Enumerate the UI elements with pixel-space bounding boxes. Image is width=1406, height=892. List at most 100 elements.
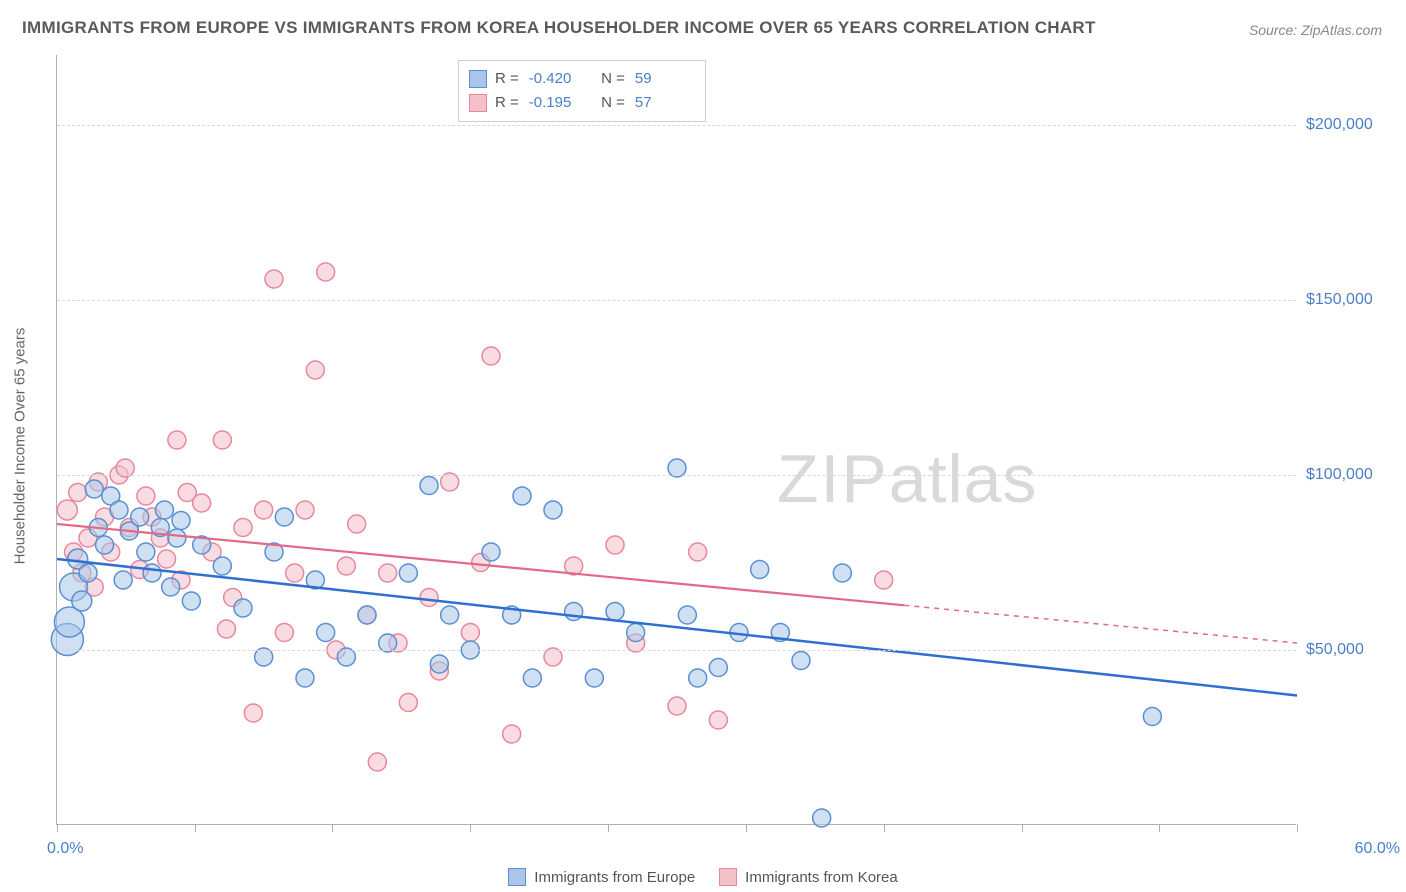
data-point <box>833 564 851 582</box>
data-point <box>255 501 273 519</box>
data-point <box>627 624 645 642</box>
data-point <box>368 753 386 771</box>
data-point <box>168 529 186 547</box>
data-point <box>523 669 541 687</box>
source-label: Source: ZipAtlas.com <box>1249 22 1382 38</box>
data-point <box>72 591 92 611</box>
data-point <box>57 500 77 520</box>
data-point <box>668 697 686 715</box>
legend-swatch <box>719 868 737 886</box>
n-label: N = <box>593 91 625 115</box>
grid-line <box>57 125 1296 126</box>
trend-line-dashed <box>904 605 1297 643</box>
x-max-label: 60.0% <box>1355 840 1400 858</box>
data-point <box>265 270 283 288</box>
data-point <box>275 624 293 642</box>
data-point <box>162 578 180 596</box>
chart-svg <box>57 55 1296 824</box>
data-point <box>503 725 521 743</box>
x-tick <box>884 824 885 832</box>
data-point <box>420 589 438 607</box>
data-point <box>213 557 231 575</box>
data-point <box>213 431 231 449</box>
data-point <box>182 592 200 610</box>
data-point <box>348 515 366 533</box>
plot-area: ZIPatlas 0.0% 60.0% $50,000$100,000$150,… <box>56 55 1296 825</box>
data-point <box>689 669 707 687</box>
data-point <box>441 606 459 624</box>
x-tick <box>1297 824 1298 832</box>
y-axis-label: Householder Income Over 65 years <box>12 328 29 565</box>
data-point <box>875 571 893 589</box>
data-point <box>85 480 103 498</box>
data-point <box>709 711 727 729</box>
x-tick <box>1159 824 1160 832</box>
n-value: 57 <box>635 91 691 115</box>
data-point <box>399 694 417 712</box>
trend-line <box>57 524 904 605</box>
data-point <box>482 347 500 365</box>
data-point <box>678 606 696 624</box>
grid-line <box>57 475 1296 476</box>
legend-swatch <box>469 70 487 88</box>
data-point <box>399 564 417 582</box>
data-point <box>234 599 252 617</box>
data-point <box>110 501 128 519</box>
y-tick-label: $150,000 <box>1306 291 1396 309</box>
data-point <box>358 606 376 624</box>
data-point <box>96 536 114 554</box>
data-point <box>544 501 562 519</box>
y-tick-label: $100,000 <box>1306 466 1396 484</box>
data-point <box>155 501 173 519</box>
trend-line <box>57 559 1297 696</box>
data-point <box>158 550 176 568</box>
data-point <box>430 655 448 673</box>
data-point <box>420 477 438 495</box>
x-tick <box>195 824 196 832</box>
data-point <box>337 557 355 575</box>
data-point <box>296 501 314 519</box>
legend-item: Immigrants from Korea <box>719 868 898 886</box>
data-point <box>813 809 831 827</box>
data-point <box>168 431 186 449</box>
x-tick <box>332 824 333 832</box>
y-tick-label: $50,000 <box>1306 641 1396 659</box>
data-point <box>461 624 479 642</box>
r-label: R = <box>495 67 519 91</box>
grid-line <box>57 650 1296 651</box>
data-point <box>751 561 769 579</box>
data-point <box>606 536 624 554</box>
data-point <box>137 543 155 561</box>
data-point <box>172 512 190 530</box>
data-point <box>217 620 235 638</box>
x-tick <box>608 824 609 832</box>
data-point <box>296 669 314 687</box>
x-tick <box>470 824 471 832</box>
data-point <box>275 508 293 526</box>
legend-stat-row: R =-0.420 N =59 <box>469 67 691 91</box>
data-point <box>606 603 624 621</box>
data-point <box>79 564 97 582</box>
data-point <box>137 487 155 505</box>
data-point <box>379 564 397 582</box>
legend-stat-row: R =-0.195 N =57 <box>469 91 691 115</box>
legend-label: Immigrants from Europe <box>534 869 695 886</box>
y-tick-label: $200,000 <box>1306 116 1396 134</box>
chart-title: IMMIGRANTS FROM EUROPE VS IMMIGRANTS FRO… <box>22 18 1096 38</box>
data-point <box>513 487 531 505</box>
data-point <box>131 508 149 526</box>
data-point <box>709 659 727 677</box>
data-point <box>286 564 304 582</box>
data-point <box>114 571 132 589</box>
data-point <box>244 704 262 722</box>
data-point <box>193 494 211 512</box>
data-point <box>69 484 87 502</box>
n-value: 59 <box>635 67 691 91</box>
data-point <box>234 519 252 537</box>
r-value: -0.420 <box>529 67 585 91</box>
legend-item: Immigrants from Europe <box>508 868 695 886</box>
data-point <box>1143 708 1161 726</box>
data-point <box>317 263 335 281</box>
x-min-label: 0.0% <box>47 840 83 858</box>
legend-label: Immigrants from Korea <box>745 869 898 886</box>
